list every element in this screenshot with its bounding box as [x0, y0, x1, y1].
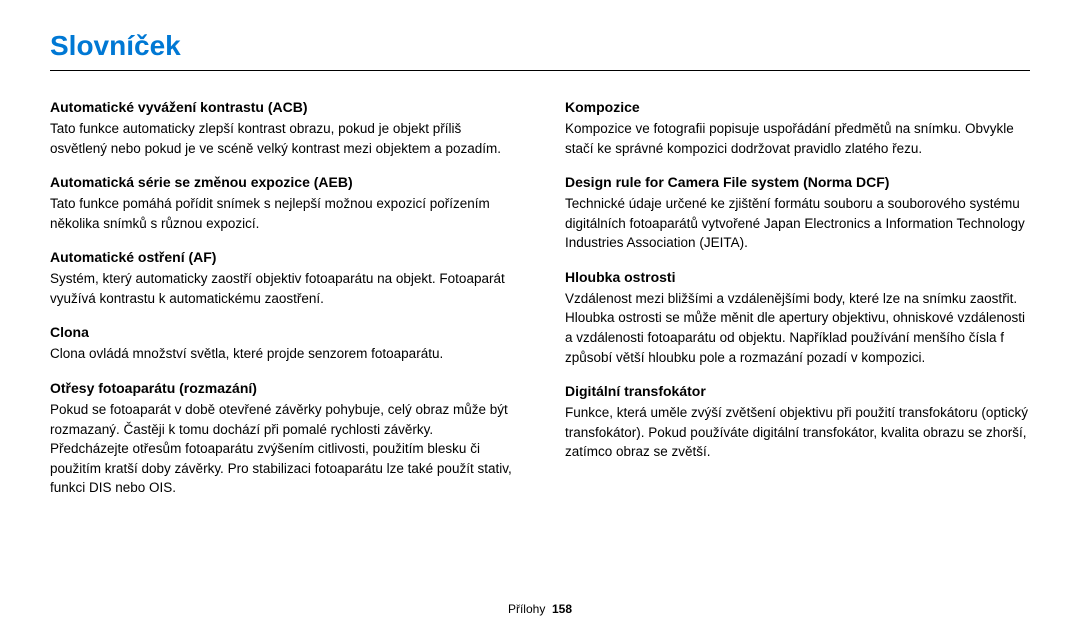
glossary-definition: Systém, který automaticky zaostří objekt…	[50, 269, 515, 308]
glossary-entry: Automatické vyvážení kontrastu (ACB) Tat…	[50, 99, 515, 158]
glossary-columns: Automatické vyvážení kontrastu (ACB) Tat…	[50, 99, 1030, 514]
left-column: Automatické vyvážení kontrastu (ACB) Tat…	[50, 99, 515, 514]
footer-page-number: 158	[552, 602, 572, 616]
page-title: Slovníček	[50, 30, 1030, 71]
page-footer: Přílohy 158	[0, 602, 1080, 616]
glossary-definition: Tato funkce automaticky zlepší kontrast …	[50, 119, 515, 158]
glossary-term: Design rule for Camera File system (Norm…	[565, 174, 1030, 190]
right-column: Kompozice Kompozice ve fotografii popisu…	[565, 99, 1030, 514]
glossary-definition: Funkce, která uměle zvýší zvětšení objek…	[565, 403, 1030, 462]
glossary-term: Automatická série se změnou expozice (AE…	[50, 174, 515, 190]
glossary-definition: Kompozice ve fotografii popisuje uspořád…	[565, 119, 1030, 158]
glossary-entry: Kompozice Kompozice ve fotografii popisu…	[565, 99, 1030, 158]
glossary-definition: Tato funkce pomáhá pořídit snímek s nejl…	[50, 194, 515, 233]
glossary-definition: Pokud se fotoaparát v době otevřené závě…	[50, 400, 515, 498]
glossary-entry: Otřesy fotoaparátu (rozmazání) Pokud se …	[50, 380, 515, 498]
glossary-entry: Hloubka ostrosti Vzdálenost mezi bližším…	[565, 269, 1030, 367]
glossary-term: Automatické ostření (AF)	[50, 249, 515, 265]
glossary-entry: Automatické ostření (AF) Systém, který a…	[50, 249, 515, 308]
glossary-term: Kompozice	[565, 99, 1030, 115]
glossary-term: Hloubka ostrosti	[565, 269, 1030, 285]
glossary-definition: Technické údaje určené ke zjištění formá…	[565, 194, 1030, 253]
glossary-entry: Digitální transfokátor Funkce, která umě…	[565, 383, 1030, 462]
glossary-definition: Clona ovládá množství světla, které proj…	[50, 344, 515, 364]
glossary-term: Otřesy fotoaparátu (rozmazání)	[50, 380, 515, 396]
glossary-entry: Design rule for Camera File system (Norm…	[565, 174, 1030, 253]
glossary-term: Clona	[50, 324, 515, 340]
glossary-term: Digitální transfokátor	[565, 383, 1030, 399]
glossary-entry: Automatická série se změnou expozice (AE…	[50, 174, 515, 233]
glossary-definition: Vzdálenost mezi bližšími a vzdálenějšími…	[565, 289, 1030, 367]
glossary-term: Automatické vyvážení kontrastu (ACB)	[50, 99, 515, 115]
glossary-entry: Clona Clona ovládá množství světla, kter…	[50, 324, 515, 364]
footer-section: Přílohy	[508, 602, 545, 616]
